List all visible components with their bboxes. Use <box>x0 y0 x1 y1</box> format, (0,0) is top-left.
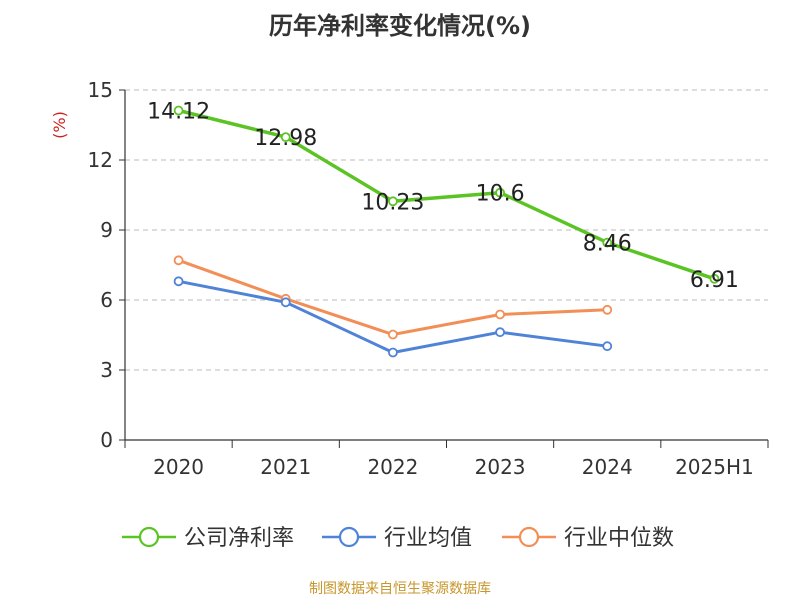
x-tick-label: 2020 <box>153 455 204 479</box>
data-point <box>602 304 613 315</box>
series-line <box>178 108 715 281</box>
data-point <box>280 132 291 143</box>
data-point <box>388 347 398 358</box>
data-point <box>602 341 613 352</box>
x-tick-label: 2023 <box>475 455 526 479</box>
y-tick-label: 3 <box>100 358 113 382</box>
data-point <box>495 309 505 320</box>
data-point <box>602 237 613 248</box>
data-point <box>388 329 398 340</box>
x-tick-label: 2025H1 <box>675 455 754 479</box>
x-tick-label: 2021 <box>260 455 311 479</box>
data-point <box>709 273 720 284</box>
series-line <box>178 258 608 336</box>
legend-marker <box>518 526 540 548</box>
chart-title: 历年净利率变化情况(%) <box>269 12 531 40</box>
data-label: 12.98 <box>254 126 317 151</box>
data-point <box>495 327 505 338</box>
y-tick-label: 15 <box>88 78 113 102</box>
data-point <box>173 105 184 116</box>
y-tick-label: 12 <box>88 148 113 172</box>
x-tick-label: 2022 <box>367 455 418 479</box>
data-label: 6.91 <box>690 268 739 293</box>
y-axis-label: (%) <box>50 111 69 139</box>
data-point <box>388 196 398 207</box>
legend-label: 行业均值 <box>384 526 472 551</box>
data-label: 10.23 <box>361 190 424 215</box>
y-tick-label: 0 <box>100 428 113 452</box>
y-tick-label: 6 <box>100 288 113 312</box>
data-label: 14.12 <box>147 100 210 125</box>
legend-label: 行业中位数 <box>564 526 674 551</box>
legend-marker <box>138 526 160 548</box>
data-point <box>495 187 505 198</box>
data-label: 10.6 <box>476 182 525 207</box>
source-note: 制图数据来自恒生聚源数据库 <box>309 581 491 597</box>
y-tick-label: 9 <box>100 218 113 242</box>
data-point <box>280 297 291 308</box>
series-line <box>178 279 608 354</box>
data-label: 8.46 <box>583 232 632 257</box>
data-point <box>173 276 184 287</box>
legend-label: 公司净利率 <box>184 526 294 551</box>
data-point <box>173 255 184 266</box>
legend-marker <box>338 526 360 548</box>
x-tick-label: 2024 <box>582 455 633 479</box>
